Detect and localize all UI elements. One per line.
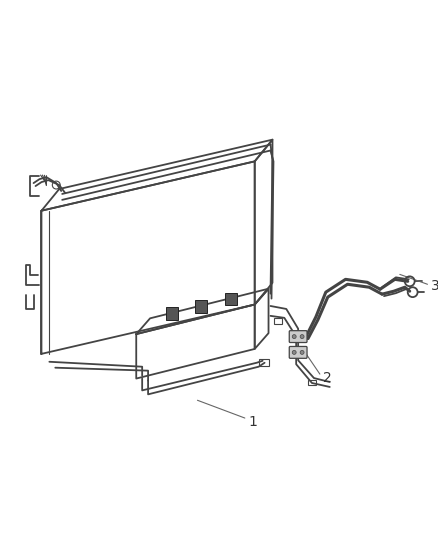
FancyBboxPatch shape [289,346,307,358]
Text: 3: 3 [431,279,438,293]
Circle shape [300,335,304,338]
Bar [259,359,268,366]
Circle shape [292,350,296,354]
Bar [308,380,316,385]
FancyBboxPatch shape [225,293,237,305]
Bar [275,318,283,324]
FancyBboxPatch shape [195,300,207,313]
Circle shape [300,350,304,354]
FancyBboxPatch shape [289,330,307,343]
Text: 2: 2 [323,371,332,385]
FancyBboxPatch shape [166,308,178,320]
Circle shape [292,335,296,338]
Text: 1: 1 [248,415,257,429]
